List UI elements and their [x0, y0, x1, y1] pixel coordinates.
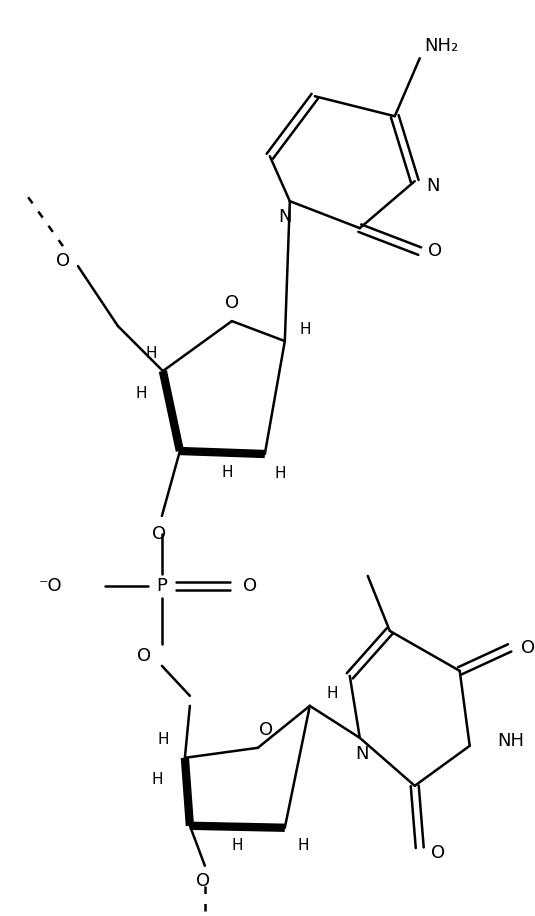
Text: ⁻O: ⁻O [39, 577, 62, 594]
Text: O: O [225, 294, 239, 312]
Text: O: O [427, 242, 442, 260]
Text: O: O [152, 525, 166, 543]
Text: H: H [135, 386, 147, 400]
Text: H: H [151, 772, 163, 787]
Text: P: P [156, 577, 167, 594]
Text: H: H [157, 732, 169, 747]
Text: H: H [274, 466, 286, 482]
Text: O: O [196, 872, 210, 889]
Text: N: N [355, 745, 369, 763]
Text: O: O [56, 252, 70, 270]
Text: O: O [431, 844, 445, 862]
Text: H: H [326, 686, 338, 702]
Text: N: N [426, 177, 439, 195]
Text: H: H [145, 345, 157, 361]
Text: N: N [278, 208, 292, 226]
Text: O: O [521, 638, 534, 657]
Text: H: H [231, 838, 242, 854]
Text: H: H [297, 838, 309, 854]
Text: O: O [259, 721, 273, 739]
Text: O: O [137, 647, 151, 665]
Text: H: H [221, 465, 233, 481]
Text: H: H [299, 322, 310, 336]
Text: O: O [243, 577, 257, 594]
Text: NH: NH [498, 732, 525, 750]
Text: NH₂: NH₂ [425, 38, 459, 55]
